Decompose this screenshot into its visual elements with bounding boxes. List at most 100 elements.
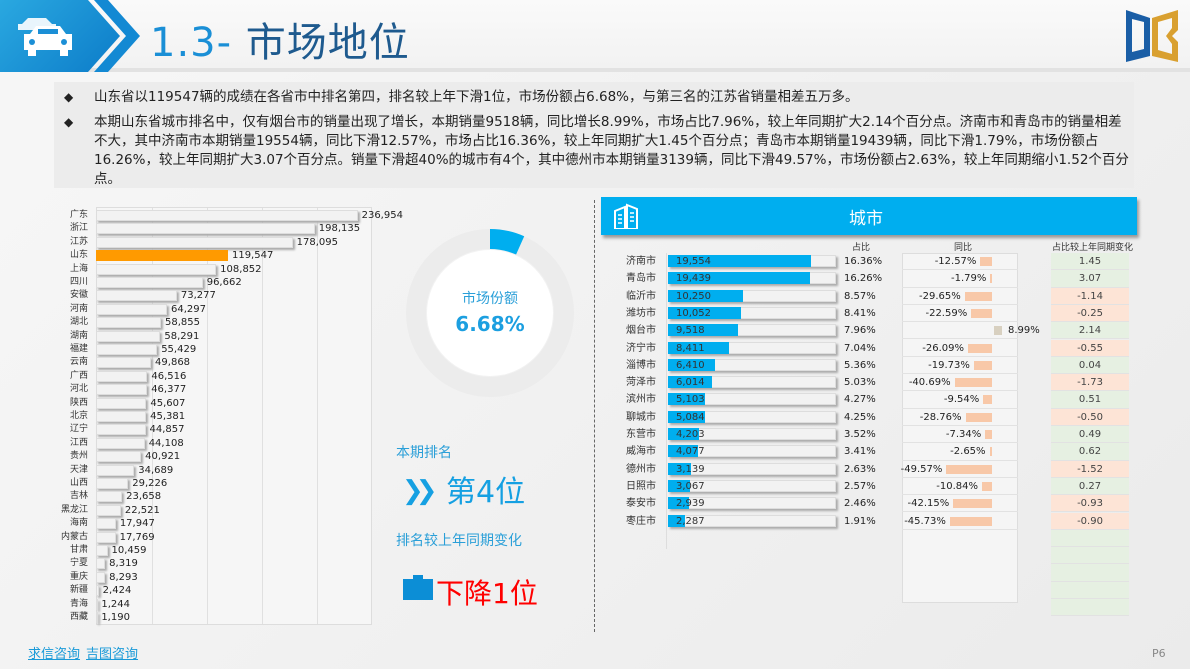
link-jitu[interactable]: 吉图咨询	[86, 647, 139, 662]
city-sales: 3,139	[676, 463, 705, 475]
province-row: 河南 64,297	[48, 303, 380, 316]
link-qiuxin[interactable]: 求信咨询	[28, 647, 81, 662]
city-share: 7.96%	[844, 325, 876, 337]
province-name: 浙江	[69, 223, 88, 234]
province-value: 45,607	[150, 397, 186, 409]
share-change-cell: 3.07	[1051, 270, 1129, 288]
market-share-value: 6.68%	[455, 312, 525, 336]
city-panel-title: 城市	[849, 209, 883, 229]
province-value: 236,954	[361, 210, 403, 221]
province-row: 北京 45,381	[48, 410, 380, 423]
yoy-cell: -28.76%	[902, 409, 1018, 426]
province-row: 贵州 40,921	[48, 450, 380, 463]
city-sales: 10,250	[676, 290, 711, 302]
province-name: 山西	[69, 478, 88, 488]
city-name: 青岛市	[626, 273, 656, 285]
province-name: 湖南	[69, 330, 88, 341]
province-bar	[96, 411, 147, 422]
province-name: 重庆	[69, 571, 88, 582]
province-name: 河北	[69, 384, 88, 395]
province-value: 17,769	[119, 531, 155, 543]
province-name: 贵州	[69, 451, 88, 462]
province-value: 2,424	[102, 585, 132, 597]
city-share: 2.46%	[844, 498, 876, 510]
province-name: 辽宁	[69, 424, 88, 435]
footer-links: 求信咨询 吉图咨询	[28, 643, 144, 662]
province-bar	[96, 545, 108, 556]
yoy-cell: -19.73%	[902, 357, 1018, 375]
province-value: 44,857	[149, 424, 185, 436]
province-bar	[96, 357, 152, 369]
city-name: 临沂市	[626, 290, 656, 302]
city-row: 淄博市 6,410 5.36%	[600, 357, 1160, 374]
city-sales-bar	[668, 497, 690, 510]
empty-cell	[1051, 564, 1129, 582]
city-sales-bar	[668, 255, 811, 267]
province-name: 陕西	[69, 397, 88, 408]
city-row: 枣庄市 2,287 1.91%	[600, 513, 1160, 530]
province-row: 上海 108,852	[48, 263, 380, 276]
yoy-cell: -26.09%	[902, 340, 1018, 357]
province-bar	[96, 464, 135, 476]
province-bar	[96, 451, 142, 463]
share-change-cell: 0.49	[1051, 426, 1129, 444]
province-row: 浙江 198,135	[48, 222, 380, 235]
city-row: 东营市 4,203 3.52%	[600, 426, 1160, 443]
city-sales: 4,203	[676, 429, 705, 440]
city-name: 日照市	[626, 480, 656, 492]
province-name: 河南	[69, 303, 88, 314]
city-row: 菏泽市 6,014 5.03%	[600, 374, 1160, 391]
share-change-cell: 0.51	[1051, 391, 1129, 409]
province-name: 山东	[69, 250, 88, 261]
share-change-cell: 0.62	[1051, 443, 1129, 461]
province-row: 陕西 45,607	[48, 397, 380, 410]
rank-change-label: 排名较上年同期变化	[396, 533, 522, 549]
yoy-cell: -49.57%	[901, 461, 1018, 478]
province-bar	[96, 277, 203, 288]
province-name: 湖北	[69, 317, 88, 328]
province-row: 福建 55,429	[48, 343, 380, 356]
empty-cell	[1051, 599, 1129, 617]
province-value: 58,291	[164, 330, 200, 342]
province-value: 96,662	[206, 277, 242, 288]
province-name: 上海	[69, 263, 88, 274]
province-bar	[96, 370, 148, 382]
share-change-cell: 2.14	[1051, 322, 1129, 340]
col-header-yoy: 同比	[954, 243, 973, 253]
city-row: 日照市 3,067 2.57%	[600, 478, 1160, 495]
city-share: 16.36%	[844, 256, 883, 267]
province-name: 海南	[69, 518, 88, 529]
share-change-cell: 0.27	[1051, 477, 1129, 496]
yoy-cell: -7.34%	[902, 426, 1018, 444]
province-bar	[96, 344, 158, 355]
yoy-cell: -10.84%	[902, 478, 1018, 496]
province-bar	[96, 330, 161, 342]
page-header: 1.3- 市场地位	[0, 0, 1190, 72]
city-sales-bar	[668, 324, 738, 337]
province-bar	[96, 303, 167, 315]
province-name: 江苏	[69, 236, 88, 247]
province-value: 10,459	[111, 545, 147, 556]
province-row: 湖南 58,291	[48, 330, 380, 343]
province-bar	[96, 223, 315, 235]
city-sales-bar	[668, 376, 712, 389]
rank-value: 第4位	[446, 475, 526, 510]
yoy-cell: -2.65%	[902, 443, 1018, 461]
province-value: 44,108	[148, 437, 184, 449]
city-row: 烟台市 9,518 7.96%	[600, 322, 1160, 339]
province-row: 广东 236,954	[48, 209, 403, 222]
page-number: P6	[1152, 647, 1166, 660]
province-row: 吉林 23,658	[48, 490, 380, 503]
city-share: 5.36%	[844, 359, 876, 371]
province-row: 辽宁 44,857	[48, 423, 380, 436]
city-sales-bar	[668, 462, 691, 475]
summary-bullet: 本期山东省城市排名中，仅有烟台市的销量出现了增长，本期销量9518辆，同比增长8…	[54, 113, 1134, 189]
city-row: 聊城市 5,084 4.25%	[600, 409, 1160, 426]
province-row: 云南 49,868	[48, 356, 380, 369]
city-sales-bar	[668, 445, 698, 458]
city-row: 青岛市 19,439 16.26%	[600, 270, 1160, 287]
province-name: 新疆	[69, 585, 88, 596]
folder-icon	[403, 575, 433, 600]
building-icon	[614, 203, 638, 229]
province-row: 山东 119,547	[48, 249, 380, 262]
